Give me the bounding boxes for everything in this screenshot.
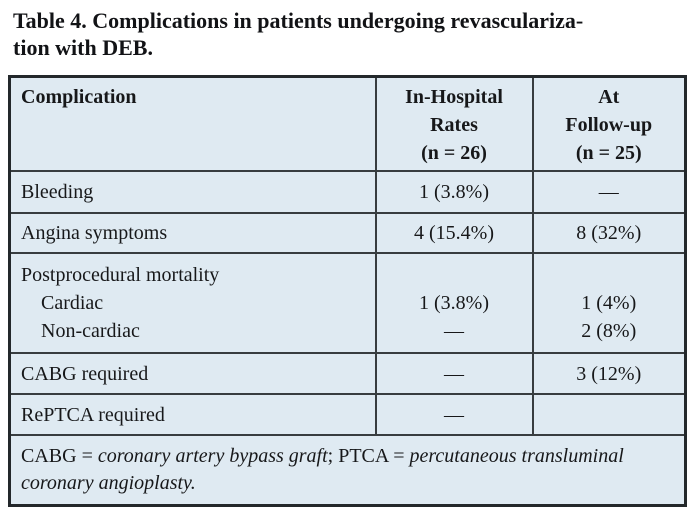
footnote: CABG = coronary artery bypass graft; PTC… <box>8 434 687 506</box>
complication-label: Postprocedural mortality Cardiac Non-car… <box>8 252 377 354</box>
complications-table: Complication In-Hospital Rates (n = 26) … <box>8 75 687 507</box>
footnote-segment: coronary artery bypass graft <box>97 444 328 467</box>
col-header-complication: Complication <box>8 75 377 172</box>
in-hospital-value: — <box>374 352 534 395</box>
footnote-segment: ; PTCA = <box>327 444 410 467</box>
follow-up-value: 1 (4%) 2 (8%) <box>531 252 687 354</box>
table-caption: Table 4. Complications in patients under… <box>13 8 584 60</box>
footnote-segment: CABG = <box>21 444 98 467</box>
follow-up-value <box>531 393 687 436</box>
follow-up-value: — <box>531 170 687 214</box>
complication-label: RePTCA required <box>8 393 377 436</box>
in-hospital-value: 4 (15.4%) <box>374 212 534 254</box>
complication-label: Angina symptoms <box>8 212 377 254</box>
in-hospital-value: 1 (3.8%) — <box>374 252 534 354</box>
footnote-row: CABG = coronary artery bypass graft; PTC… <box>8 434 687 506</box>
complication-label: Bleeding <box>8 170 377 214</box>
col-header-follow-up: At Follow-up (n = 25) <box>531 75 687 172</box>
col-header-in-hospital: In-Hospital Rates (n = 26) <box>374 75 534 172</box>
footnote-segment: percutaneous transluminal coronary angio… <box>21 444 624 494</box>
in-hospital-value: 1 (3.8%) <box>374 170 534 214</box>
table-row-cabg-required: CABG required — 3 (12%) <box>8 352 687 395</box>
in-hospital-value: — <box>374 393 534 436</box>
table-row-reptca-required: RePTCA required — <box>8 393 687 436</box>
header-row: Complication In-Hospital Rates (n = 26) … <box>8 75 687 172</box>
follow-up-value: 3 (12%) <box>531 352 687 395</box>
complication-label: CABG required <box>8 352 377 395</box>
table-row-bleeding: Bleeding 1 (3.8%) — <box>8 170 687 214</box>
table-row-postprocedural-mortality: Postprocedural mortality Cardiac Non-car… <box>8 252 687 354</box>
follow-up-value: 8 (32%) <box>531 212 687 254</box>
table-row-angina: Angina symptoms 4 (15.4%) 8 (32%) <box>8 212 687 254</box>
